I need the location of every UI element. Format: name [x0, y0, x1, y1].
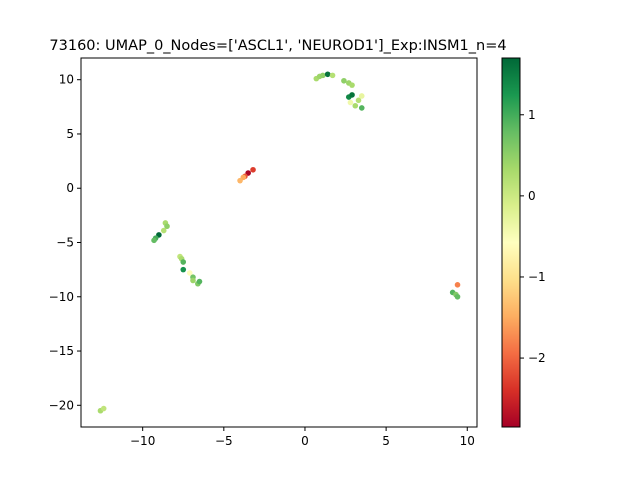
data-point	[454, 293, 461, 300]
points-layer	[97, 71, 461, 414]
data-point	[324, 71, 331, 78]
x-tick-label: −10	[130, 434, 155, 448]
y-axis: −20 −15 −10 −5 0 5 10	[49, 73, 81, 412]
data-point	[329, 72, 336, 79]
data-point	[100, 405, 107, 412]
y-tick-label: 0	[66, 181, 74, 195]
x-tick-label: 10	[460, 434, 475, 448]
colorbar-ticks: −2 −1 0 1	[520, 108, 546, 365]
colorbar-gradient	[501, 57, 521, 428]
data-point	[454, 282, 461, 288]
data-point	[250, 166, 256, 173]
plot-area: −10 −5 0 5 10 −20 −15 −10 −5 0 5 10	[49, 57, 478, 448]
data-point	[180, 266, 187, 273]
data-point	[341, 77, 347, 84]
x-axis: −10 −5 0 5 10	[130, 427, 475, 448]
data-point	[355, 97, 362, 104]
y-tick-label: 10	[59, 73, 74, 87]
data-point	[190, 277, 196, 284]
chart-title: 73160: UMAP_0_Nodes=['ASCL1', 'NEUROD1']…	[49, 38, 506, 54]
x-tick-label: 0	[301, 434, 309, 448]
data-point	[347, 99, 354, 106]
data-point	[352, 102, 359, 109]
data-point	[160, 227, 167, 234]
y-tick-label: −20	[49, 398, 74, 412]
x-tick-label: −5	[215, 434, 233, 448]
data-point	[196, 278, 203, 285]
colorbar-tick-label: 1	[528, 108, 536, 122]
data-point	[164, 223, 170, 230]
colorbar: −2 −1 0 1	[501, 57, 546, 428]
data-point	[349, 82, 355, 88]
y-tick-label: −15	[49, 344, 74, 358]
data-point	[349, 92, 355, 98]
colorbar-tick-label: −2	[528, 351, 546, 365]
data-point	[186, 270, 193, 276]
data-point	[237, 177, 243, 184]
x-tick-label: 5	[382, 434, 390, 448]
data-point	[180, 259, 187, 265]
y-tick-label: −10	[49, 290, 74, 304]
data-point	[358, 105, 365, 111]
colorbar-tick-label: −1	[528, 270, 546, 284]
colorbar-tick-label: 0	[528, 189, 536, 203]
data-point	[151, 237, 157, 244]
y-tick-label: −5	[56, 236, 74, 250]
axes-background	[81, 58, 477, 427]
data-point	[358, 93, 365, 99]
y-tick-label: 5	[66, 127, 74, 141]
data-point	[320, 72, 326, 79]
